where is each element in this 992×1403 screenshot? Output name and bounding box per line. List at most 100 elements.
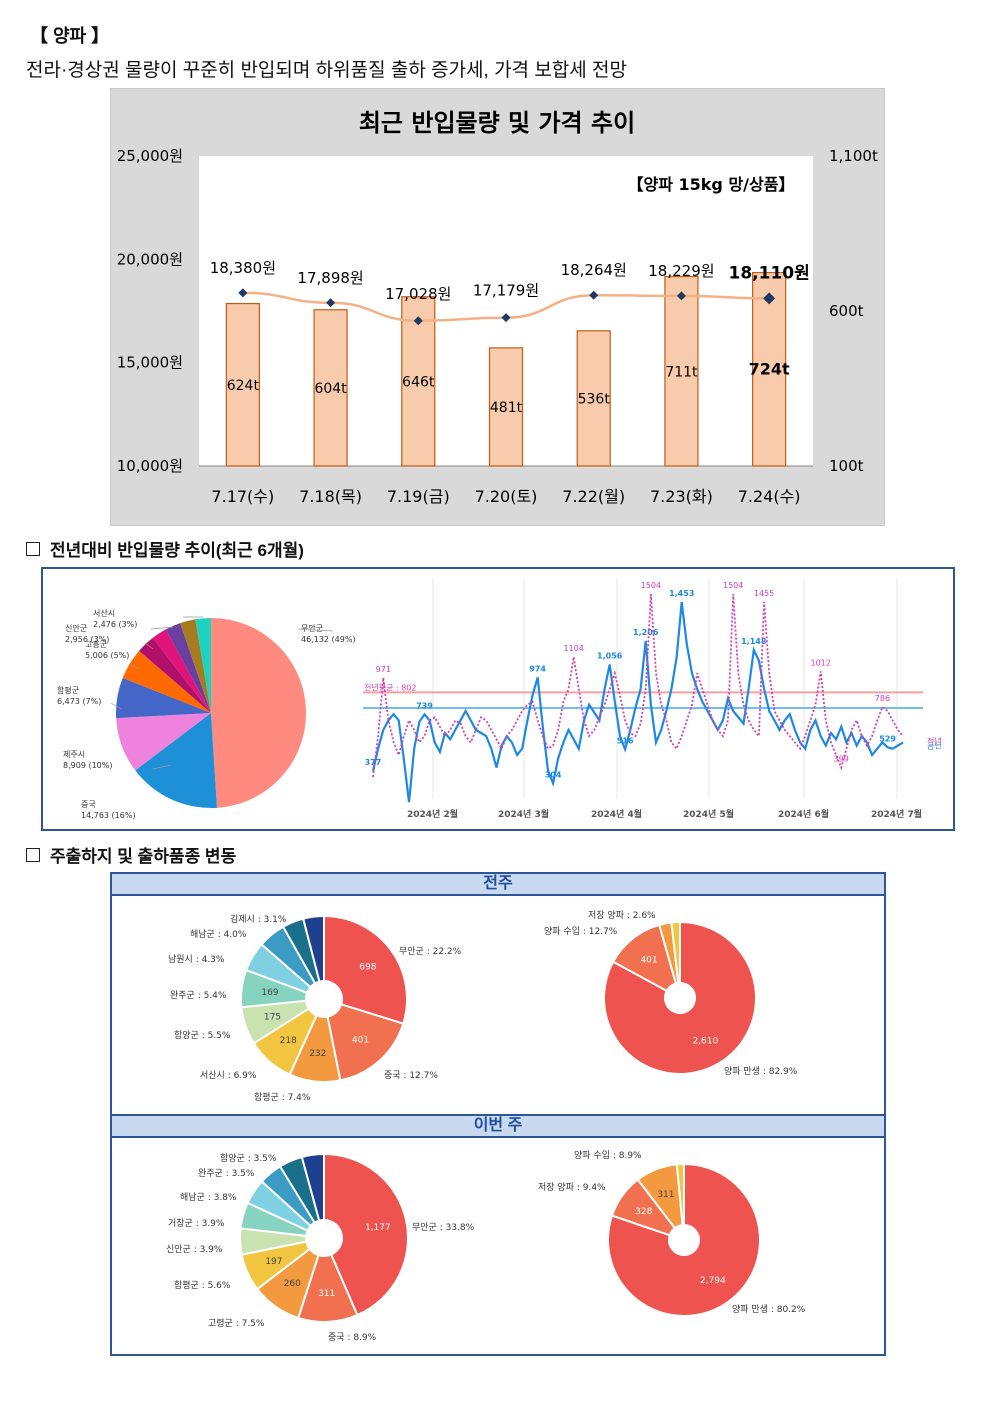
prev-variety-label: 양파 만생 : 82.9% [724,1066,798,1077]
prev-origin-slice [302,914,325,983]
prev-origin-inner-label: 232 [309,1049,326,1059]
yoy-x-label: 2024년 4월 [591,808,642,820]
price-point [501,313,511,323]
yoy-point-label: 1455 [754,589,774,598]
volume-bar-label: 711t [665,364,698,380]
this-origin-label: 함평군 : 5.6% [174,1280,231,1291]
origin-pie-slice [139,638,211,713]
origin-pie-leader [110,702,122,710]
volume-bar [488,347,524,467]
volume-bar [313,309,348,467]
this-origin-inner-label: 311 [318,1289,335,1299]
this-origin-label: 신안군 : 3.9% [166,1244,223,1255]
yoy-series-name: 전년 [927,736,942,746]
origin-pie-label: 함평군 [57,685,79,695]
right-tick-label: 600t [829,302,864,320]
origin-pie-leader [144,642,154,650]
prev-origin-slice [323,914,408,1025]
price-point [676,291,686,301]
x-tick-label: 7.24(수) [738,487,801,506]
origin-pie-label: 신안군 [65,623,87,633]
price-label: 18,110원 [729,263,810,283]
this-origin-inner-label: 1,177 [365,1223,391,1233]
origin-pie-slice [180,619,211,713]
prev-origin-label: 해남군 : 4.0% [190,929,247,940]
yoy-point-label: 304 [545,770,562,779]
yoy-point-label: 377 [365,758,382,767]
chart-title: 최근 반입물량 및 가격 추이 [359,109,635,137]
panel-prev-week-label: 전주 [112,874,884,896]
yoy-x-label: 2024년 5월 [683,808,734,820]
this-variety-inner-label: 2,794 [700,1276,726,1286]
prev-week-svg: 698 무안군 : 22.2% 401 중국 : 12.7% 232 함평군 : 7.4%… [168,910,798,1103]
prev-origin-inner-label: 218 [280,1036,297,1046]
left-tick-label: 20,000원 [117,250,183,268]
prev-origin-inner-label: 169 [261,988,278,998]
yoy-x-label: 2024년 2월 [407,808,458,820]
yoy-this-year-line [371,601,904,803]
price-label: 17,898원 [297,269,363,287]
origin-pie-label: 중국 [81,800,96,809]
checkbox-square-icon [26,847,40,862]
price-point [413,316,423,326]
this-origin-label: 함양군 : 3.5% [220,1153,277,1164]
origin-pie-slice [135,713,217,808]
yoy-prev-avg-label: 전년평균 : 802 [364,682,417,692]
volume-bar [576,330,611,467]
section-yoy-title: 전년대비 반입물량 추이(최근 6개월) [50,541,304,560]
price-label: 18,229원 [648,262,714,280]
yoy-point-label: 1,148 [741,637,767,646]
origin-pie-leader [297,628,334,632]
section-yoy-volume: 전년대비 반입물량 추이(최근 6개월) [26,536,304,561]
panel-this-week-label: 이번 주 [112,1114,884,1138]
page-title: 【 양파 】 [30,26,110,46]
prev-variety-slice [670,920,681,985]
origin-pie-label: 제주시 [63,750,85,759]
yoy-x-label: 2024년 6월 [778,808,829,820]
chart-annotation: 【양파 15kg 망/상품】 [628,175,795,194]
this-origin-slice [300,1152,325,1222]
yoy-point-label: 1504 [641,581,661,590]
origin-pie-slice [152,629,211,713]
volume-bar-label: 624t [227,378,260,394]
price-label: 18,264원 [561,261,627,279]
origin-pie-slice [211,618,307,808]
price-label: 17,028원 [385,285,451,303]
prev-variety-label: 저장 양파 : 2.6% [588,910,656,921]
yoy-series-name: 금년 [927,740,942,750]
left-tick-label: 25,000원 [117,147,183,165]
origin-pie-leader [152,764,172,770]
yoy-point-label: 974 [529,664,546,673]
yoy-point-label: 1012 [810,658,830,667]
yoy-point-label: 529 [879,734,896,743]
price-point [763,292,776,305]
this-week-svg: 1,177 무안군 : 33.8% 311 중국 : 8.9% 260 고령군 : 7.5… [166,1149,806,1343]
this-origin-label: 고령군 : 7.5% [208,1317,265,1329]
volume-bar-label: 536t [578,391,611,407]
yoy-x-label: 2024년 3월 [498,808,549,820]
yoy-x-label: 2024년 7월 [871,808,922,820]
this-origin-label: 해남군 : 3.8% [180,1192,237,1203]
price-point [326,298,336,308]
origin-pie-value: 14,763 (16%) [81,811,136,820]
section-origin-title: 주출하지 및 출하품종 변동 [50,847,237,866]
origin-pie-value: 8,909 (10%) [63,761,112,770]
prev-origin-label: 함평군 : 7.4% [254,1092,311,1103]
volume-bar [664,275,699,467]
prev-origin-slice [326,1003,405,1082]
origin-pie-value: 6,473 (7%) [57,697,101,706]
yoy-prev-year-line [372,594,904,778]
this-variety-label: 양파 수입 : 8.9% [574,1149,642,1161]
price-label: 17,179원 [473,282,539,300]
volume-price-chart: 최근 반입물량 및 가격 추이 【양파 15kg 망/상품】 10,000원 15,0… [110,88,885,526]
origin-pie-value: 2,476 (3%) [93,620,137,629]
x-tick-label: 7.22(월) [562,487,625,506]
prev-origin-label: 함양군 : 5.5% [174,1030,231,1041]
left-tick-label: 10,000원 [117,457,183,475]
volume-bar-label: 646t [402,374,435,390]
origin-pie-value: 2,956 (3%) [65,635,109,644]
prev-origin-label: 무안군 : 22.2% [399,946,462,957]
yoy-point-label: 399 [834,755,849,764]
yoy-point-label: 971 [376,665,391,674]
prev-origin-label: 서산시 : 6.9% [200,1070,257,1081]
